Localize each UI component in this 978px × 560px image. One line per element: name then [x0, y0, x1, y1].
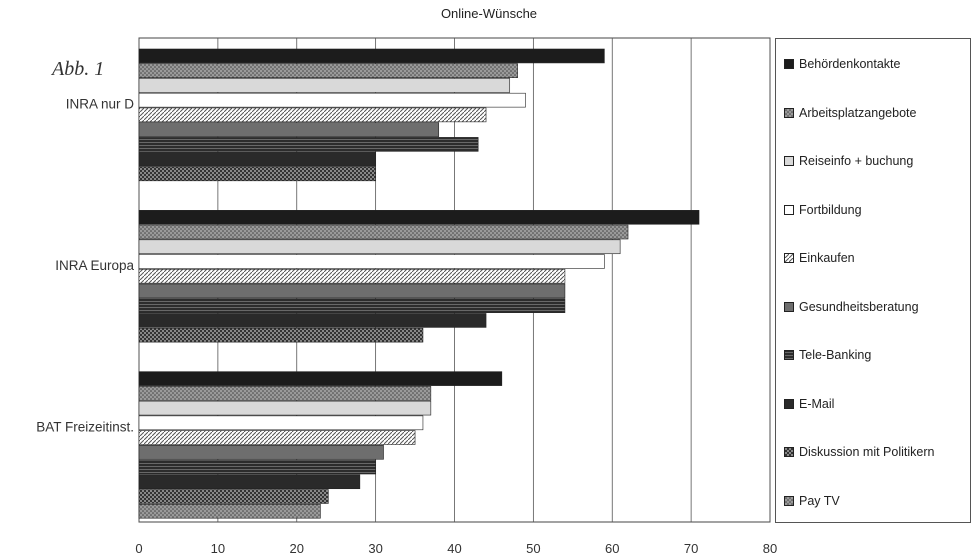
legend-swatch	[784, 204, 794, 215]
bar	[138, 313, 487, 328]
legend-item: Diskussion mit Politikern	[784, 445, 934, 459]
bar	[138, 210, 700, 225]
bar	[138, 107, 487, 123]
legend-swatch	[784, 156, 794, 166]
legend-label: Tele-Banking	[799, 348, 872, 362]
legend-item: Fortbildung	[784, 203, 862, 217]
x-tick-label: 70	[684, 541, 698, 556]
bar	[138, 151, 376, 167]
legend-swatch	[784, 253, 794, 263]
bar	[138, 445, 384, 460]
legend-label: Gesundheitsberatung	[799, 299, 919, 314]
legend-item: E-Mail	[784, 397, 834, 411]
category-labels: INRA nur D INRA Europa BAT Freizeitinst.	[36, 97, 134, 435]
legend-swatch	[784, 301, 794, 312]
legend-label: Pay TV	[799, 493, 840, 508]
legend-label: Diskussion mit Politikern	[799, 445, 935, 459]
bar	[138, 430, 416, 445]
bar	[138, 298, 566, 313]
legend-swatch	[784, 447, 794, 457]
legend-item: Einkaufen	[784, 251, 855, 265]
bar	[138, 122, 440, 137]
bar	[138, 474, 361, 490]
legend-swatch	[784, 107, 794, 118]
bar	[138, 268, 566, 284]
legend-label: Arbeitsplatzangebote	[799, 105, 917, 120]
bar	[138, 239, 621, 255]
bar	[138, 48, 605, 64]
bar	[138, 92, 526, 108]
x-tick-labels: 0 10 20 30 40 50 60 70 80	[135, 541, 777, 556]
legend-swatch	[784, 495, 794, 506]
bar	[138, 371, 503, 386]
legend-swatch	[784, 398, 794, 409]
x-tick-label: 50	[526, 541, 540, 556]
bar	[138, 166, 376, 182]
x-tick-label: 60	[605, 541, 619, 556]
bar	[138, 503, 321, 519]
x-tick-label: 10	[211, 541, 225, 556]
bar	[138, 283, 566, 299]
bar	[138, 459, 376, 475]
legend-swatch	[784, 59, 794, 69]
bar	[138, 327, 424, 343]
legend-item: Arbeitsplatzangebote	[784, 106, 916, 120]
legend-item: Behördenkontakte	[784, 57, 900, 71]
legend-label: Reiseinfo + buchung	[799, 154, 914, 168]
bar	[138, 63, 518, 78]
bars	[138, 48, 700, 519]
category-label: INRA nur D	[66, 97, 135, 112]
bar	[138, 224, 629, 240]
x-tick-label: 80	[763, 541, 777, 556]
x-tick-label: 30	[368, 541, 382, 556]
category-label: BAT Freizeitinst.	[36, 419, 134, 434]
legend-swatch	[784, 350, 794, 360]
legend-label: Behördenkontakte	[799, 57, 901, 71]
bar	[138, 415, 424, 431]
legend-label: Fortbildung	[799, 202, 862, 217]
legend-item: Pay TV	[784, 494, 840, 508]
bar	[138, 137, 479, 152]
bar	[138, 489, 329, 504]
chart-title: Online-Wünsche	[440, 6, 538, 21]
legend: Behördenkontakte Arbeitsplatzangebote Reis…	[775, 38, 971, 523]
legend-label: E-Mail	[799, 396, 835, 411]
bar	[138, 400, 432, 416]
x-tick-label: 40	[447, 541, 461, 556]
legend-item: Gesundheitsberatung	[784, 300, 919, 314]
bar	[138, 386, 432, 401]
x-tick-label: 20	[290, 541, 304, 556]
bar	[138, 78, 511, 93]
bar	[138, 254, 605, 269]
legend-item: Reiseinfo + buchung	[784, 154, 913, 168]
x-tick-label: 0	[135, 541, 142, 556]
category-label: INRA Europa	[55, 258, 134, 273]
legend-label: Einkaufen	[799, 251, 855, 265]
figure-label: Abb. 1	[52, 58, 105, 80]
legend-item: Tele-Banking	[784, 348, 871, 362]
